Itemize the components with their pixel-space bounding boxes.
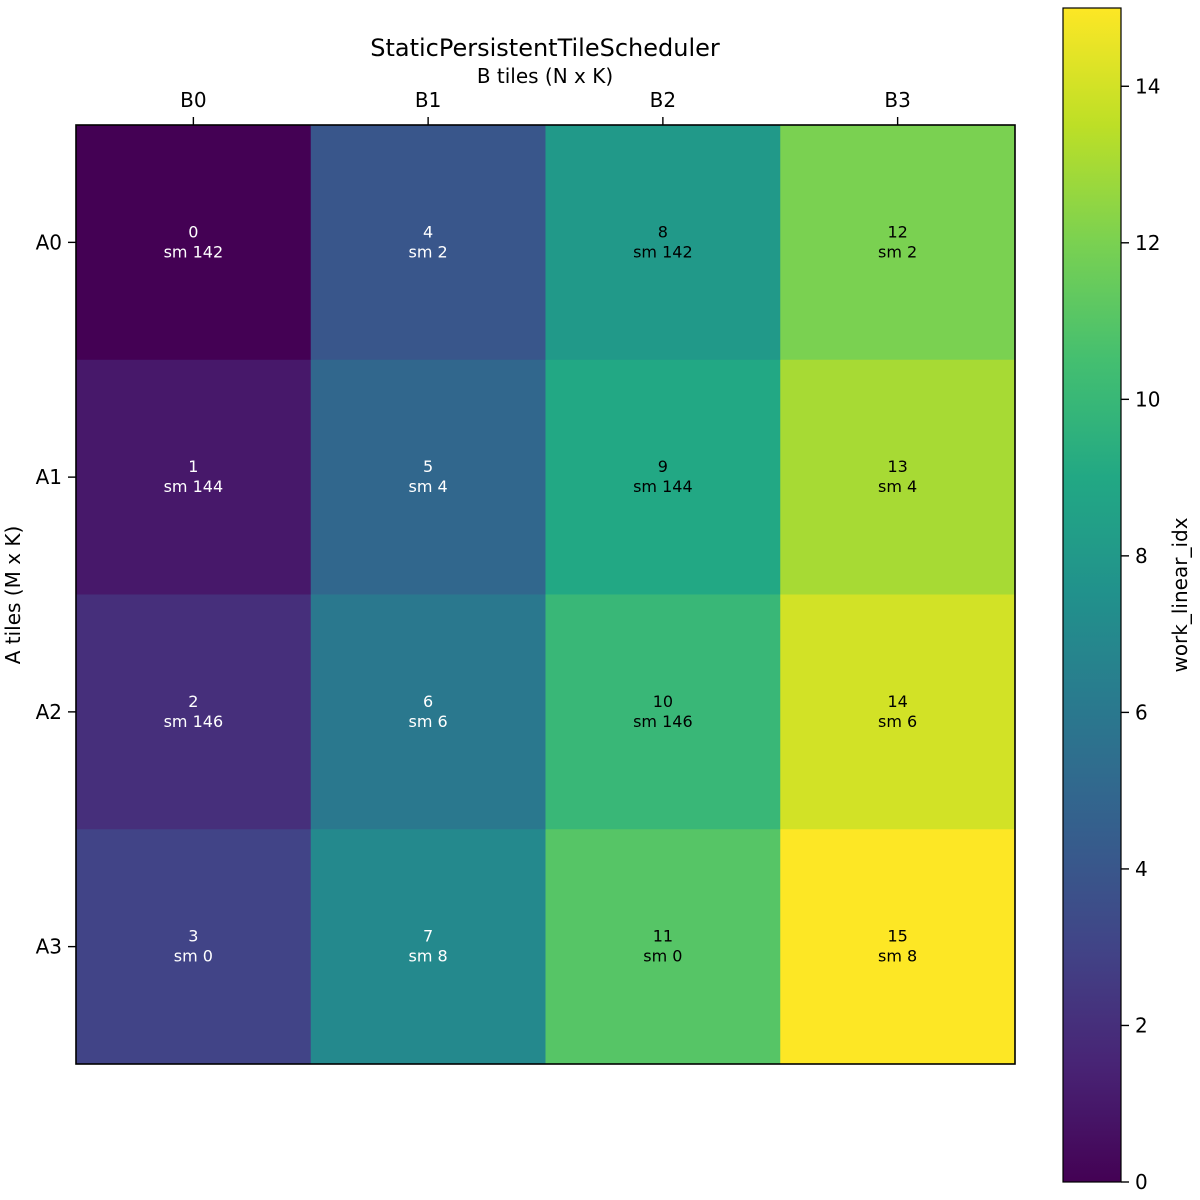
colorbar-tick-label: 0 bbox=[1135, 1170, 1148, 1194]
x-tick-label: B3 bbox=[884, 88, 910, 112]
cell-label: sm 2 bbox=[878, 242, 917, 261]
colorbar-label: work_linear_idx bbox=[1168, 517, 1192, 672]
x-tick-label: B2 bbox=[650, 88, 676, 112]
cell-label: sm 4 bbox=[409, 477, 448, 496]
cell-label: sm 146 bbox=[633, 712, 693, 731]
heatmap-cell bbox=[780, 829, 1016, 1065]
cell-label: 5 bbox=[423, 457, 433, 476]
cell-label: 13 bbox=[887, 457, 907, 476]
y-axis-ticks: A0 A1 A2 A3 bbox=[36, 230, 76, 959]
cell-label: sm 142 bbox=[633, 242, 693, 261]
x-axis-ticks: B0 B1 B2 B3 bbox=[180, 88, 911, 125]
cell-label: sm 8 bbox=[409, 947, 448, 966]
cell-label: 0 bbox=[188, 222, 198, 241]
y-tick-label: A1 bbox=[36, 465, 62, 489]
cell-label: sm 4 bbox=[878, 477, 917, 496]
heatmap-cell bbox=[545, 829, 781, 1065]
y-axis-label: A tiles (M x K) bbox=[1, 526, 25, 665]
heatmap-cell bbox=[310, 359, 546, 595]
cell-label: 12 bbox=[887, 222, 907, 241]
cell-label: 9 bbox=[658, 457, 668, 476]
heatmap-cell bbox=[76, 594, 312, 830]
colorbar-tick-label: 14 bbox=[1135, 74, 1160, 98]
x-tick-label: B1 bbox=[415, 88, 441, 112]
heatmap-cell bbox=[310, 829, 546, 1065]
y-tick-label: A2 bbox=[36, 700, 62, 724]
heatmap-cell bbox=[545, 359, 781, 595]
heatmap-cell bbox=[76, 829, 312, 1065]
heatmap-cell bbox=[545, 594, 781, 830]
cell-label: 8 bbox=[658, 222, 668, 241]
cell-label: sm 0 bbox=[643, 947, 682, 966]
colorbar bbox=[1062, 7, 1122, 1183]
cell-label: 6 bbox=[423, 692, 433, 711]
cell-label: sm 0 bbox=[174, 947, 213, 966]
heatmap-cells bbox=[76, 125, 1016, 1065]
plot-frame bbox=[75, 124, 1016, 1065]
cell-label: sm 144 bbox=[633, 477, 693, 496]
heatmap-cell bbox=[780, 359, 1016, 595]
y-tick-label: A0 bbox=[36, 230, 62, 254]
cell-label: 15 bbox=[887, 927, 907, 946]
x-axis-label: B tiles (N x K) bbox=[477, 64, 613, 88]
cell-label: 14 bbox=[887, 692, 907, 711]
colorbar-tick-label: 12 bbox=[1135, 231, 1160, 255]
cell-label: sm 144 bbox=[164, 477, 224, 496]
y-tick-label: A3 bbox=[36, 935, 62, 959]
colorbar-tick-label: 4 bbox=[1135, 857, 1148, 881]
cell-label: 4 bbox=[423, 222, 433, 241]
heatmap-cell bbox=[310, 594, 546, 830]
colorbar-tick-label: 2 bbox=[1135, 1013, 1148, 1037]
colorbar-tick-label: 8 bbox=[1135, 544, 1148, 568]
cell-label: 10 bbox=[653, 692, 673, 711]
cell-label: sm 142 bbox=[164, 242, 224, 261]
chart-title: StaticPersistentTileScheduler bbox=[370, 34, 720, 62]
colorbar-ticks: 0 2 4 6 8 10 12 14 bbox=[1121, 74, 1160, 1194]
cell-label: sm 6 bbox=[409, 712, 448, 731]
cell-label: 1 bbox=[188, 457, 198, 476]
cell-label: 7 bbox=[423, 927, 433, 946]
colorbar-tick-label: 10 bbox=[1135, 387, 1160, 411]
heatmap-cell bbox=[310, 125, 546, 361]
heatmap-cell bbox=[545, 125, 781, 361]
heatmap-cell bbox=[76, 125, 312, 361]
cell-label: sm 6 bbox=[878, 712, 917, 731]
cell-label: 2 bbox=[188, 692, 198, 711]
heatmap-cell bbox=[780, 125, 1016, 361]
cell-label: sm 2 bbox=[409, 242, 448, 261]
heatmap-cell bbox=[780, 594, 1016, 830]
x-tick-label: B0 bbox=[180, 88, 206, 112]
heatmap-cell bbox=[76, 359, 312, 595]
cell-label: 3 bbox=[188, 927, 198, 946]
cell-label: 11 bbox=[653, 927, 673, 946]
colorbar-tick-label: 6 bbox=[1135, 700, 1148, 724]
cell-label: sm 8 bbox=[878, 947, 917, 966]
cell-label: sm 146 bbox=[164, 712, 224, 731]
